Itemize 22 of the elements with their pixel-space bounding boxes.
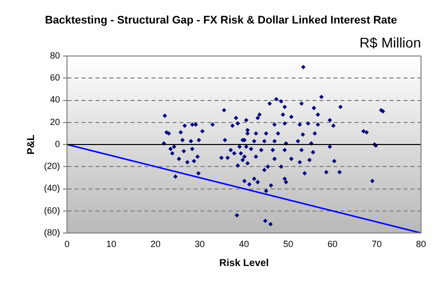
- y-tick-label: (40): [44, 183, 60, 194]
- y-tick-label: 0: [54, 138, 60, 149]
- x-tick-label: 30: [194, 238, 205, 249]
- y-tick-label: (60): [44, 205, 60, 216]
- x-tick-label: 70: [372, 238, 382, 249]
- x-axis-title: Risk Level: [219, 258, 269, 269]
- y-tick-label: (20): [44, 161, 60, 172]
- x-tick-label: 50: [283, 238, 294, 249]
- y-tick-label: 40: [50, 94, 60, 105]
- y-tick-label: 80: [50, 50, 60, 60]
- x-tick-label: 10: [106, 238, 116, 249]
- y-axis-title: P&L: [26, 134, 37, 154]
- x-tick-label: 60: [327, 238, 338, 249]
- y-tick-label: 60: [50, 72, 60, 83]
- y-tick-label: 20: [50, 116, 60, 127]
- y-tick-label: (80): [44, 227, 60, 238]
- x-tick-label: 20: [150, 238, 161, 249]
- x-tick-label: 40: [238, 238, 250, 249]
- x-tick-label: 80: [416, 238, 426, 249]
- chart-title: Backtesting - Structural Gap - FX Risk & Dollar Linked Interest Rate: [44, 14, 398, 27]
- x-tick-label: 0: [64, 238, 70, 249]
- chart-subtitle: R$ Million: [360, 34, 421, 50]
